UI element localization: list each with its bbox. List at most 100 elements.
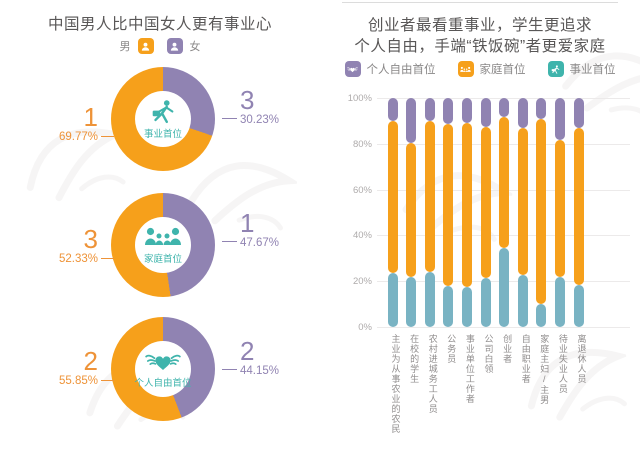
bar-segment-family	[387, 120, 398, 274]
category-label: 农村进城务工人员	[427, 334, 438, 414]
female-legend-label: 女	[189, 41, 201, 53]
family-female-rank: 1	[240, 208, 255, 238]
career-male-connector	[101, 136, 114, 137]
bar-segment-family	[573, 127, 584, 285]
bar-segment-career	[443, 285, 454, 327]
family-male-rank: 3	[83, 224, 98, 254]
donut-family: 家庭首位	[111, 193, 215, 297]
bar-segment-career	[424, 272, 435, 327]
bar-segment-freedom	[480, 98, 491, 127]
family-female-connector	[222, 241, 237, 242]
gridline	[377, 327, 630, 328]
career-icon	[148, 99, 178, 124]
stacked-bar-plot	[377, 98, 630, 328]
donut-family-label: 家庭首位	[143, 254, 182, 265]
stacked-bar	[573, 98, 584, 327]
stacked-bar	[461, 98, 472, 327]
bar-segment-career	[406, 276, 417, 327]
category-label: 待业失业人员	[557, 334, 568, 394]
category-label: 主业为从事农业的农民	[390, 334, 401, 434]
donut-freedom-label: 个人自由首位	[134, 377, 192, 389]
donut-freedom-center: 个人自由首位	[134, 341, 192, 397]
bar-segment-family	[461, 123, 472, 287]
y-axis-tick: 60%	[352, 184, 372, 196]
freedom-female-pct: 44.15%	[240, 365, 280, 377]
career-female-connector	[222, 118, 237, 119]
bar-segment-freedom	[499, 98, 510, 118]
donut-freedom: 个人自由首位	[111, 317, 215, 421]
y-axis-tick: 0%	[358, 322, 372, 333]
left-panel-title: 中国男人比中国女人更有事业心	[47, 16, 272, 33]
category-label: 家庭主妇/主男	[539, 334, 550, 405]
legend-item-family: 家庭首位	[457, 61, 526, 77]
bar-chart-legend: 个人自由首位 家庭首位 事业首位	[320, 61, 640, 77]
stacked-bar	[406, 98, 417, 327]
freedom-male-connector	[101, 380, 114, 381]
gender-legend: 男 女	[0, 38, 320, 54]
gender-ambition-panel: 中国男人比中国女人更有事业心 男 女 事业首位 1 69.77% 3 30.23…	[0, 16, 320, 421]
bar-segment-freedom	[573, 98, 584, 128]
right-panel-title-line2: 个人自由，手端“铁饭碗”者更爱家庭	[354, 38, 606, 55]
y-axis-tick: 40%	[352, 230, 372, 242]
y-axis-tick: 100%	[347, 93, 372, 104]
bar-segment-family	[517, 127, 528, 276]
male-bust-icon	[137, 38, 154, 54]
category-label: 自由职业者	[520, 334, 531, 384]
bar-segment-career	[480, 277, 491, 327]
bar-segment-freedom	[443, 98, 454, 125]
career-female-pct: 30.23%	[240, 114, 280, 126]
bar-segment-career	[499, 248, 510, 327]
category-label: 公司白领	[483, 334, 494, 374]
bar-segment-family	[424, 120, 435, 273]
y-axis-tick: 80%	[352, 138, 372, 150]
donut-career-label: 事业首位	[143, 128, 182, 140]
bar-segment-freedom	[406, 98, 417, 143]
right-panel-title-line1: 创业者最看重事业，学生更追求	[367, 17, 592, 34]
female-bust-icon	[166, 38, 183, 54]
top-divider	[342, 2, 618, 3]
stacked-bar	[424, 98, 435, 327]
bar-segment-family	[480, 126, 491, 278]
career-male-rank: 1	[83, 102, 98, 132]
stacked-bar	[387, 98, 398, 327]
freedom-male-pct: 55.85%	[58, 375, 98, 387]
stacked-bar	[517, 98, 528, 327]
bar-segment-career	[387, 273, 398, 327]
bar-segment-freedom	[536, 98, 547, 119]
bar-segment-career	[536, 304, 547, 327]
stacked-bar	[499, 98, 510, 327]
bar-segment-career	[517, 275, 528, 327]
category-axis: 主业为从事农业的农民 在校的学生 农村进城务工人员 公务员 事业单位工作者 公司白领 创业者…	[377, 334, 630, 449]
bar-segment-freedom	[387, 98, 398, 121]
bar-segment-family	[536, 118, 547, 305]
legend-item-freedom: 个人自由首位	[344, 61, 436, 77]
winged-heart-icon	[145, 350, 181, 373]
family-male-connector	[101, 258, 114, 259]
career-male-pct: 69.77%	[58, 131, 98, 143]
career-female-rank: 3	[240, 85, 255, 115]
y-axis-tick: 20%	[352, 276, 372, 288]
legend-label-family: 家庭首位	[479, 64, 526, 76]
legend-label-freedom: 个人自由首位	[366, 64, 436, 76]
bar-segment-family	[443, 124, 454, 286]
family-male-pct: 52.33%	[58, 253, 98, 265]
bar-segment-family	[406, 142, 417, 277]
bar-segment-career	[554, 276, 565, 327]
family-icon	[457, 61, 474, 77]
winged-heart-icon	[344, 61, 361, 77]
donut-career: 事业首位	[111, 67, 215, 171]
freedom-female-rank: 2	[240, 336, 255, 366]
male-legend-label: 男	[119, 41, 131, 53]
category-label: 事业单位工作者	[464, 334, 475, 404]
bar-segment-family	[499, 117, 510, 248]
bar-segment-freedom	[554, 98, 565, 141]
stacked-bar	[536, 98, 547, 327]
career-icon	[547, 61, 564, 77]
stacked-bar	[554, 98, 565, 327]
freedom-female-connector	[222, 369, 237, 370]
occupation-priority-panel: 创业者最看重事业，学生更追求 个人自由，手端“铁饭碗”者更爱家庭 个人自由首位 …	[320, 0, 640, 449]
family-icon	[144, 225, 182, 249]
bar-segment-freedom	[517, 98, 528, 128]
legend-item-career: 事业首位	[547, 61, 616, 77]
